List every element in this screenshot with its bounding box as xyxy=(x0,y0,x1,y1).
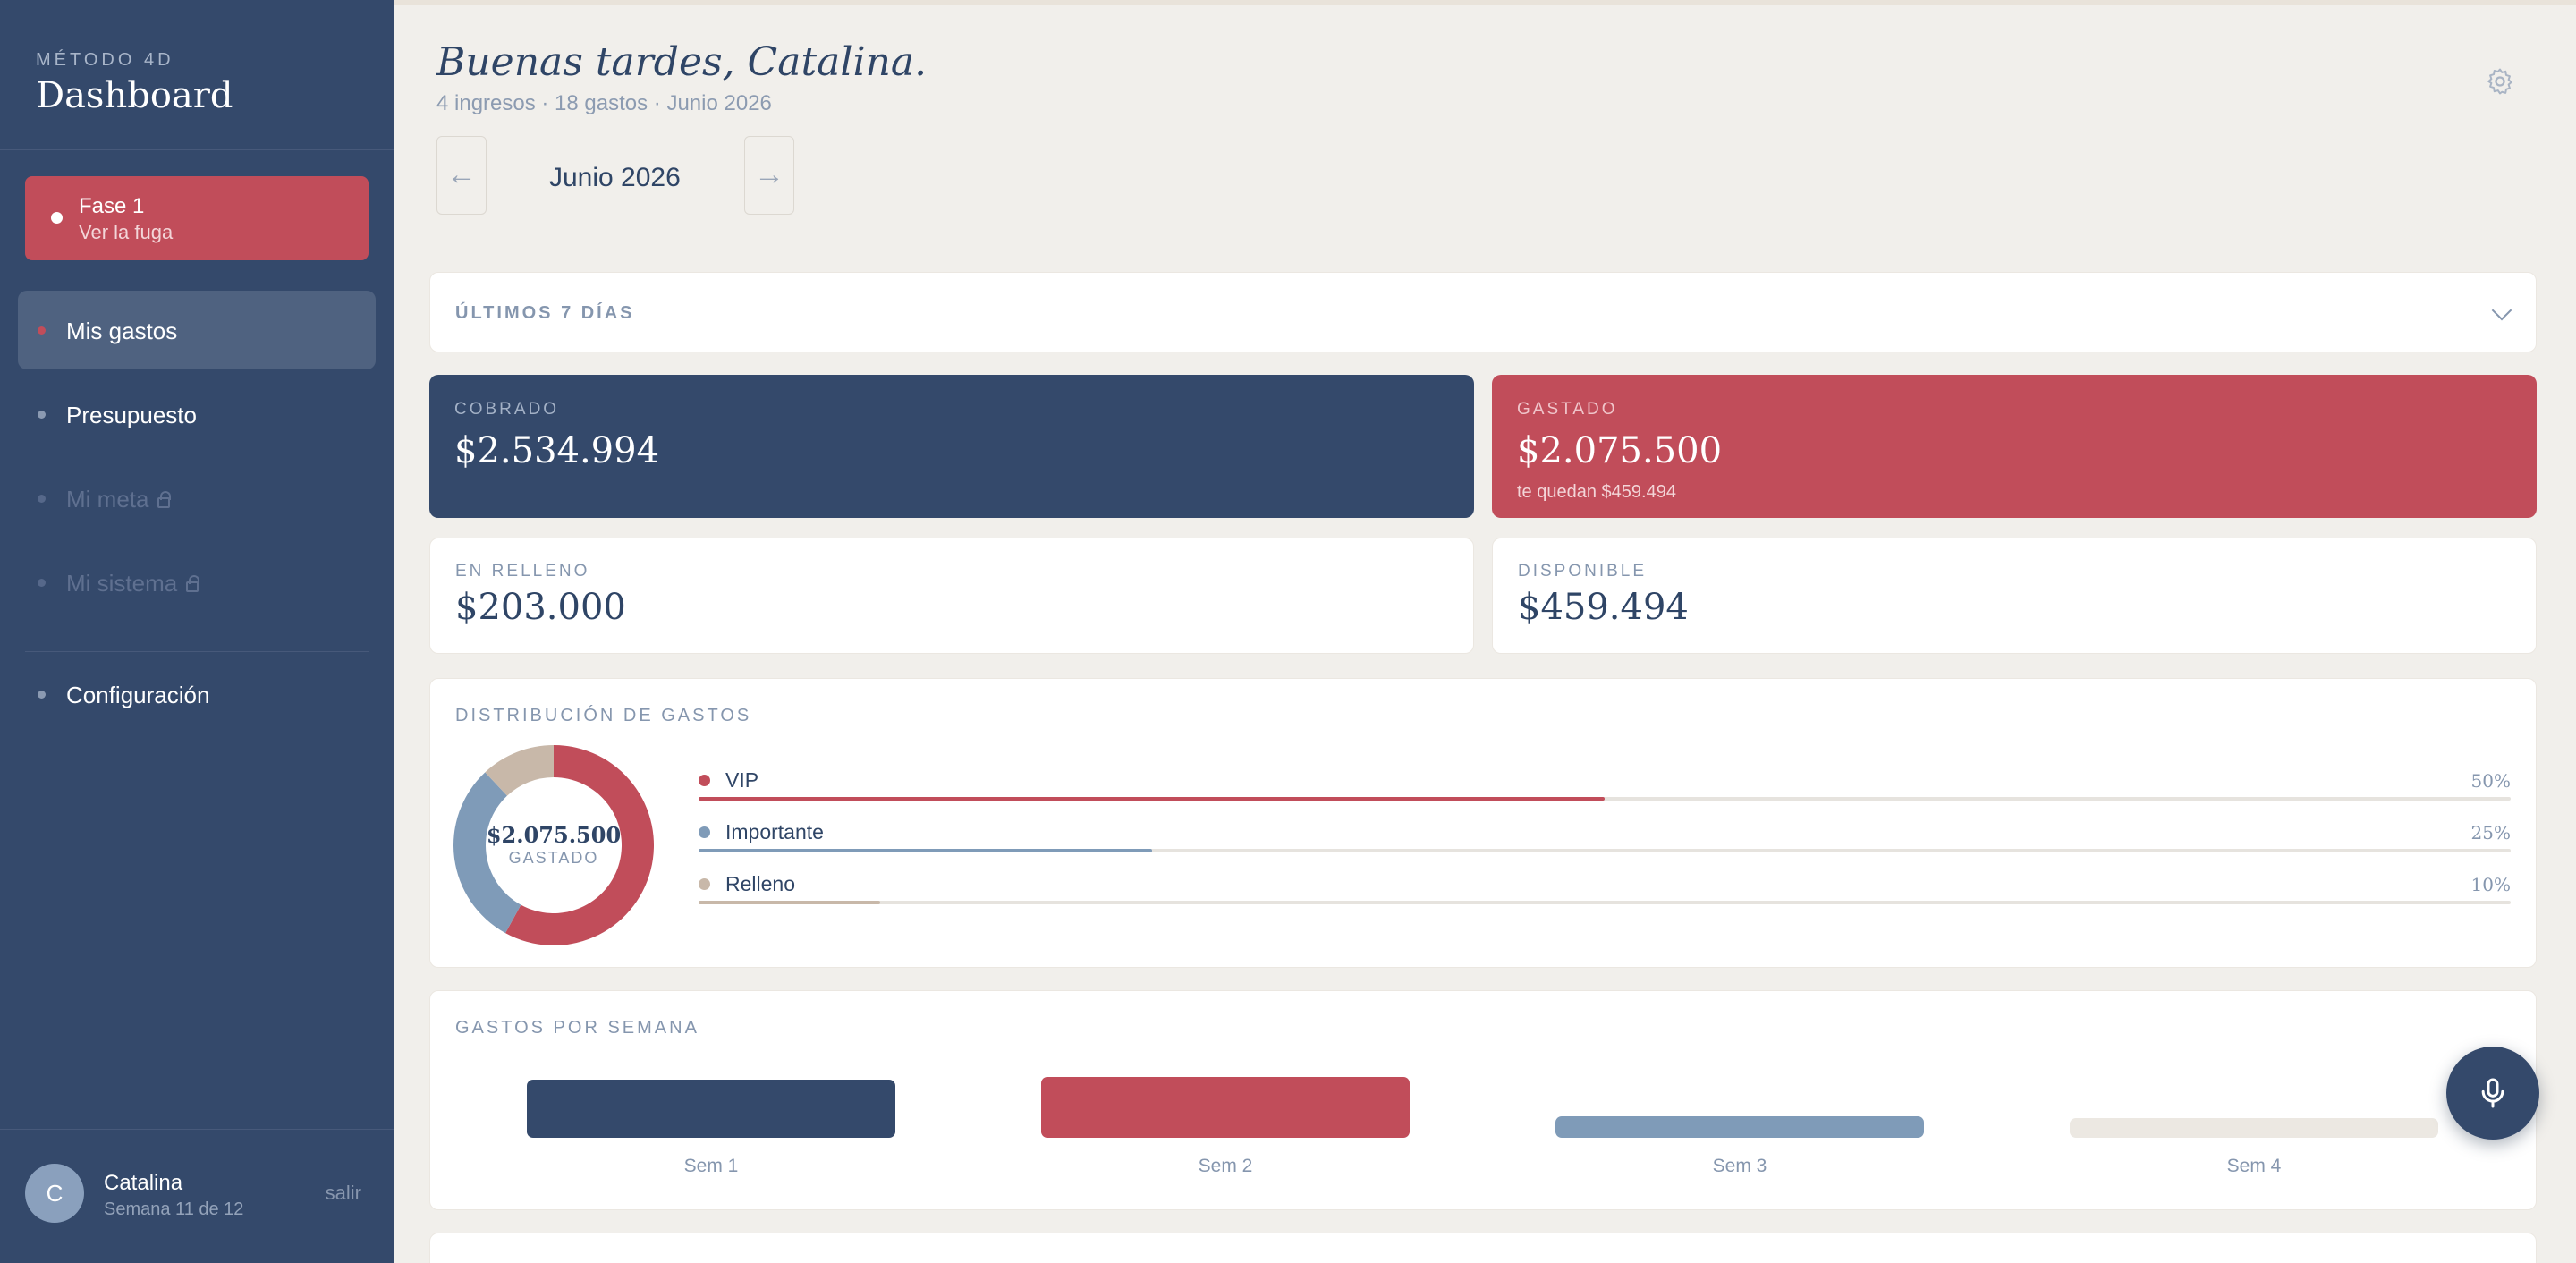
phase-card[interactable]: Fase 1 Ver la fuga xyxy=(25,176,369,260)
sidebar-divider xyxy=(25,651,369,652)
stat-value: $203.000 xyxy=(455,587,626,628)
week-label: Sem 1 xyxy=(683,1156,739,1176)
bullet-icon xyxy=(38,326,46,335)
sidebar-item-label: Mis gastos xyxy=(66,318,178,344)
next-month-button[interactable]: → xyxy=(744,136,794,215)
sidebar-item-label: Presupuesto xyxy=(66,402,197,428)
sidebar-item-mi-sistema[interactable]: Mi sistema xyxy=(18,543,376,622)
distribution-pct: 25% xyxy=(2470,822,2511,843)
sidebar-item-label: Configuración xyxy=(66,682,210,708)
bullet-icon xyxy=(38,411,46,419)
donut-chart xyxy=(453,745,654,945)
prev-month-button[interactable]: ← xyxy=(436,136,487,215)
mic-button[interactable] xyxy=(2446,1047,2539,1140)
user-week: Semana 11 de 12 xyxy=(104,1199,244,1219)
distribution-pct: 10% xyxy=(2470,874,2511,895)
week-label: Sem 2 xyxy=(1198,1156,1253,1176)
week-bar xyxy=(1041,1077,1410,1138)
stat-label: GASTADO xyxy=(1517,400,1618,419)
stat-label: COBRADO xyxy=(454,400,560,419)
week-bar xyxy=(2070,1118,2438,1138)
distribution-name: Importante xyxy=(725,820,824,843)
sidebar-item-label: Mi sistema xyxy=(66,570,200,598)
stat-label: EN RELLENO xyxy=(455,562,590,581)
bullet-icon xyxy=(38,691,46,699)
legend-dot-icon xyxy=(699,826,710,838)
lock-icon xyxy=(157,491,172,508)
period-label: ÚLTIMOS 7 DÍAS xyxy=(455,303,635,323)
distribution-track xyxy=(699,797,2511,801)
logout-link[interactable]: salir xyxy=(325,1182,361,1204)
stat-value: $459.494 xyxy=(1518,587,1689,628)
donut-slice xyxy=(485,745,554,796)
lock-icon xyxy=(186,575,200,592)
window-top-strip xyxy=(0,0,2576,5)
legend-dot-icon xyxy=(699,775,710,786)
sidebar-divider xyxy=(0,149,394,150)
stat-card-gastado: GASTADO $2.075.500 te quedan $459.494 xyxy=(1492,375,2537,518)
user-name: Catalina xyxy=(104,1171,183,1195)
stat-label: DISPONIBLE xyxy=(1518,562,1648,581)
distribution-title: DISTRIBUCIÓN DE GASTOS xyxy=(455,706,752,725)
stat-card-cobrado: COBRADO $2.534.994 xyxy=(429,375,1474,518)
sidebar-item-presupuesto[interactable]: Presupuesto xyxy=(18,375,376,453)
donut-slice xyxy=(453,772,521,934)
stat-card-disponible: DISPONIBLE $459.494 xyxy=(1492,538,2537,654)
donut-slice xyxy=(505,745,654,945)
bullet-icon xyxy=(38,495,46,503)
distribution-fill xyxy=(699,901,880,904)
distribution-row-importante: Importante 25% xyxy=(699,818,2511,854)
weekly-title: GASTOS POR SEMANA xyxy=(455,1018,699,1038)
week-bar xyxy=(527,1080,895,1138)
next-card xyxy=(429,1233,2537,1263)
chevron-down-icon xyxy=(2491,300,2512,321)
sidebar-item-text: Mi sistema xyxy=(66,570,178,597)
page-summary: 4 ingresos · 18 gastos · Junio 2026 xyxy=(436,91,772,115)
user-panel: C Catalina Semana 11 de 12 salir xyxy=(0,1129,394,1263)
avatar[interactable]: C xyxy=(25,1164,84,1223)
week-bar xyxy=(1555,1116,1924,1138)
phase-subtitle: Ver la fuga xyxy=(79,221,174,243)
stat-card-relleno: EN RELLENO $203.000 xyxy=(429,538,1474,654)
brand-kicker: MÉTODO 4D xyxy=(36,50,174,70)
distribution-row-relleno: Relleno 10% xyxy=(699,870,2511,906)
distribution-row-vip: VIP 50% xyxy=(699,767,2511,802)
current-month: Junio 2026 xyxy=(549,163,681,192)
bullet-icon xyxy=(38,579,46,587)
sidebar-item-text: Mi meta xyxy=(66,486,149,513)
distribution-card: DISTRIBUCIÓN DE GASTOS $2.075.500 GASTAD… xyxy=(429,678,2537,968)
legend-dot-icon xyxy=(699,878,710,890)
microphone-icon xyxy=(2481,1078,2504,1108)
stat-value: $2.075.500 xyxy=(1517,430,1723,471)
distribution-track xyxy=(699,901,2511,904)
distribution-track xyxy=(699,849,2511,852)
sidebar-item-mis-gastos[interactable]: Mis gastos xyxy=(18,291,376,369)
weekly-card: GASTOS POR SEMANA Sem 1 Sem 2 Sem 3 Sem … xyxy=(429,990,2537,1210)
week-label: Sem 4 xyxy=(2226,1156,2282,1176)
period-selector[interactable]: ÚLTIMOS 7 DÍAS xyxy=(429,272,2537,352)
sidebar-item-label: Mi meta xyxy=(66,486,172,513)
donut-center-label: GASTADO xyxy=(508,849,599,867)
sidebar-item-mi-meta[interactable]: Mi meta xyxy=(18,459,376,538)
sidebar: MÉTODO 4D Dashboard Fase 1 Ver la fuga M… xyxy=(0,0,394,1263)
distribution-fill xyxy=(699,797,1605,801)
phase-title: Fase 1 xyxy=(79,194,145,218)
week-label: Sem 3 xyxy=(1712,1156,1767,1176)
brand-title: Dashboard xyxy=(36,75,233,116)
phase-dot-icon xyxy=(51,212,63,224)
distribution-pct: 50% xyxy=(2470,770,2511,792)
sidebar-item-configuracion[interactable]: Configuración xyxy=(18,655,376,733)
distribution-name: VIP xyxy=(725,768,759,792)
distribution-name: Relleno xyxy=(725,872,795,895)
stat-sub: te quedan $459.494 xyxy=(1517,482,1676,502)
stat-value: $2.534.994 xyxy=(454,430,660,471)
gear-icon[interactable] xyxy=(2485,66,2515,97)
donut-center-value: $2.075.500 xyxy=(486,822,622,848)
distribution-fill xyxy=(699,849,1152,852)
page-title: Buenas tardes, Catalina. xyxy=(436,39,928,85)
